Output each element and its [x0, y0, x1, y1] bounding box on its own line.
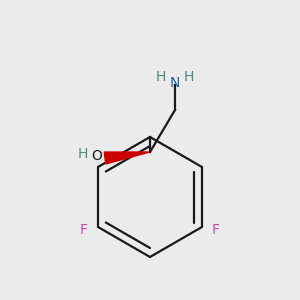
Text: F: F — [212, 223, 220, 237]
Text: H: H — [78, 147, 88, 161]
Polygon shape — [104, 152, 150, 164]
Text: N: N — [170, 76, 180, 90]
Text: O: O — [92, 149, 102, 163]
Text: H: H — [184, 70, 194, 84]
Text: F: F — [80, 223, 88, 237]
Text: H: H — [156, 70, 166, 84]
